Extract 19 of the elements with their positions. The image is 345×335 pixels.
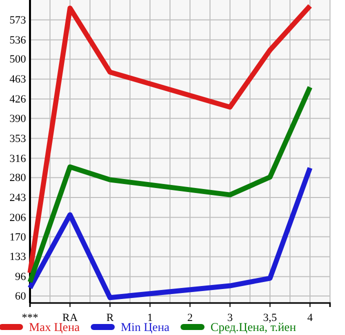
x-tick-label: R: [106, 312, 114, 324]
y-tick-label: 536: [10, 34, 26, 46]
y-tick-label: 206: [10, 212, 26, 224]
x-tick-label: 2: [187, 312, 193, 324]
y-tick-label: 316: [10, 152, 26, 165]
y-tick-label: 463: [10, 74, 26, 86]
y-tick-label: 243: [10, 192, 26, 204]
x-tick-label: 4: [307, 312, 314, 324]
y-tick-label: 353: [10, 132, 26, 145]
y-tick-label: 573: [10, 14, 26, 26]
y-tick-label: 170: [10, 231, 26, 244]
y-tick-label: 60: [15, 290, 26, 303]
y-tick-label: 133: [10, 251, 26, 264]
y-tick-label: 426: [10, 94, 26, 106]
y-tick-label: 390: [10, 112, 26, 125]
y-tick-label: 280: [10, 172, 26, 184]
y-tick-label: 96: [15, 271, 26, 284]
y-tick-label: 500: [10, 54, 26, 66]
x-tick-label: 3: [227, 312, 234, 324]
